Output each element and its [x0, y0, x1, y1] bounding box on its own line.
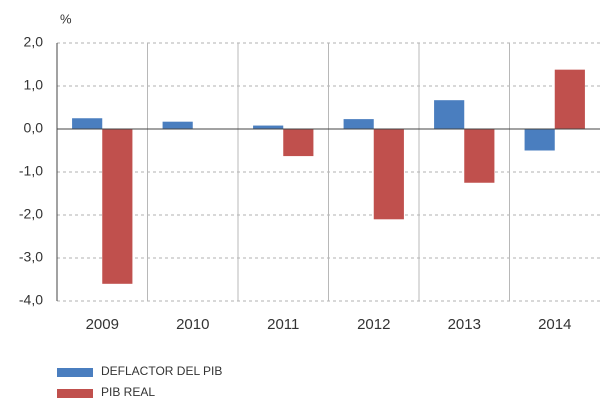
- x-tick-label: 2010: [176, 316, 209, 333]
- legend-swatch: [57, 368, 93, 377]
- y-tick-label: -2,0: [19, 206, 43, 222]
- x-tick-label: 2011: [267, 316, 299, 333]
- bar: [283, 129, 314, 157]
- y-tick-label: -1,0: [19, 163, 43, 179]
- bar: [373, 129, 404, 220]
- y-tick-label: 0,0: [24, 120, 44, 136]
- y-tick-label: -3,0: [19, 249, 43, 265]
- y-tick-label: -4,0: [19, 292, 43, 308]
- y-tick-label: 2,0: [24, 34, 44, 50]
- bar: [554, 69, 585, 129]
- bar: [72, 118, 103, 129]
- x-tick-label: 2014: [538, 316, 571, 333]
- legend-swatch: [57, 389, 93, 398]
- bar: [102, 129, 133, 284]
- bar: [343, 119, 374, 129]
- bar: [464, 129, 495, 183]
- y-tick-label: 1,0: [24, 77, 44, 93]
- x-tick-label: 2012: [357, 316, 390, 333]
- x-tick-label: 2009: [86, 316, 119, 333]
- y-axis-unit: %: [60, 11, 72, 26]
- bar: [162, 121, 193, 129]
- x-tick-label: 2013: [448, 316, 481, 333]
- legend-label: DEFLACTOR DEL PIB: [101, 364, 222, 378]
- bar: [253, 125, 284, 129]
- bar: [524, 129, 555, 151]
- bar: [434, 100, 465, 129]
- legend-label: PIB REAL: [101, 385, 155, 399]
